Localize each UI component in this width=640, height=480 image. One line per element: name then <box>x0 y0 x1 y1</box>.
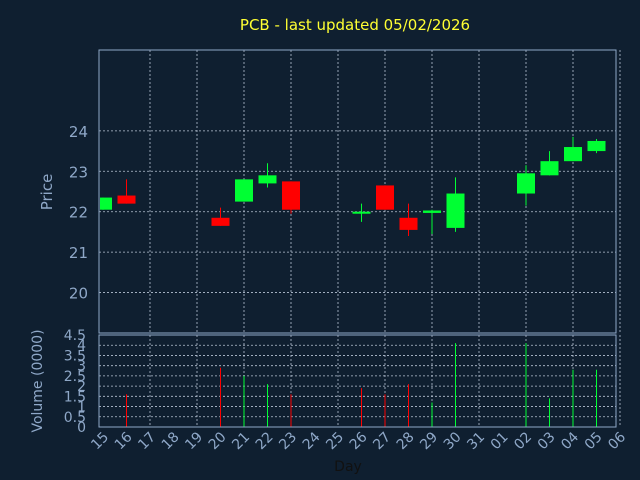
x-axis-ticks: 15 16 17 18 19 20 21 22 23 24 25 26 27 28 29 30 31 01 02 03… <box>88 429 629 453</box>
x-tick-label: 26 <box>347 429 371 453</box>
price-tick-label: 23 <box>69 163 88 181</box>
x-tick-label: 21 <box>229 429 253 453</box>
price-tick-label: 22 <box>69 204 88 222</box>
candle-body <box>211 217 230 226</box>
volume-tick-label: 2.5 <box>64 369 86 385</box>
volume-tick-label: 2 <box>77 379 86 395</box>
price-tick-label: 24 <box>69 123 88 141</box>
candle-body <box>423 210 441 213</box>
volume-tick-label: 4.5 <box>64 328 86 344</box>
candle-body <box>540 161 559 176</box>
x-tick-label: 25 <box>323 429 347 453</box>
volume-tick-label: 3 <box>77 359 86 375</box>
price-frame <box>98 49 617 334</box>
candle-body <box>446 193 465 228</box>
x-tick-label: 01 <box>488 429 512 453</box>
candle-body <box>282 181 300 210</box>
x-tick-label: 04 <box>558 429 582 453</box>
volume-axis-label: Volume (0000) <box>30 329 46 432</box>
x-tick-label: 23 <box>276 429 300 453</box>
price-axis-label: Price <box>38 174 56 211</box>
candle-body <box>399 217 418 230</box>
volume-grid <box>99 335 621 427</box>
x-tick-label: 02 <box>511 429 535 453</box>
x-tick-label: 05 <box>582 429 606 453</box>
x-tick-label: 24 <box>300 429 324 453</box>
x-tick-label: 27 <box>370 429 394 453</box>
x-tick-label: 17 <box>135 429 159 453</box>
x-tick-label: 28 <box>394 429 418 453</box>
price-grid <box>99 50 621 333</box>
volume-panel: 00.511.522.533.544.5 Volume (0000) <box>30 328 621 436</box>
candle-body <box>517 173 535 194</box>
candle-body <box>258 175 277 184</box>
volume-tick-label: 0.5 <box>64 410 86 426</box>
candle-body <box>564 147 582 162</box>
price-tick-label: 20 <box>69 285 88 303</box>
x-tick-label: 15 <box>88 429 112 453</box>
price-y-ticks: 20 21 22 23 24 <box>69 123 88 303</box>
x-tick-label: 03 <box>535 429 559 453</box>
candle-body <box>587 140 606 152</box>
x-tick-label: 18 <box>159 429 183 453</box>
volume-tick-label: 1.5 <box>64 389 86 405</box>
price-panel: 20 21 22 23 24 Price <box>38 49 621 334</box>
x-tick-label: 19 <box>182 429 206 453</box>
volume-tick-label: 1 <box>77 400 86 416</box>
x-tick-label: 29 <box>417 429 441 453</box>
volume-tick-label: 3.5 <box>64 348 86 364</box>
x-tick-label: 20 <box>206 429 230 453</box>
candle-body <box>100 197 112 210</box>
candle-body <box>352 211 371 214</box>
volume-bars <box>126 343 597 427</box>
candle-body <box>235 179 253 202</box>
x-tick-label: 31 <box>464 429 488 453</box>
price-tick-label: 21 <box>69 244 88 262</box>
x-tick-label: 22 <box>253 429 277 453</box>
chart-title: PCB - last updated 05/02/2026 <box>240 16 470 34</box>
candle-body <box>117 195 136 204</box>
price-candles <box>100 136 606 236</box>
x-tick-label: 06 <box>605 429 629 453</box>
candle-body <box>376 185 394 210</box>
x-axis-label: Day <box>334 459 362 475</box>
volume-frame <box>98 334 617 428</box>
volume-tick-label: 0 <box>77 420 86 436</box>
x-tick-label: 16 <box>112 429 136 453</box>
x-tick-label: 30 <box>441 429 465 453</box>
volume-y-ticks: 00.511.522.533.544.5 <box>64 328 86 436</box>
volume-tick-label: 4 <box>77 338 86 354</box>
